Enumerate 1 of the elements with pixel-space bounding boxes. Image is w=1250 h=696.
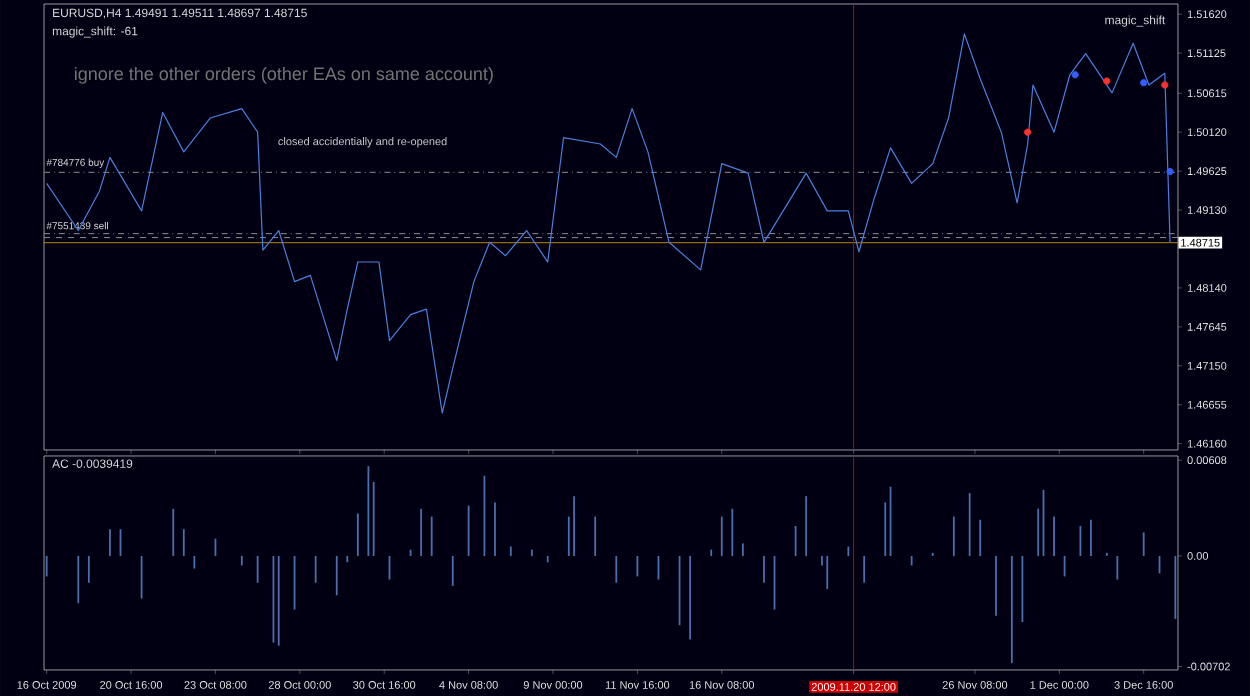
annotation: ignore the other orders (other EAs on same account) (74, 66, 493, 84)
